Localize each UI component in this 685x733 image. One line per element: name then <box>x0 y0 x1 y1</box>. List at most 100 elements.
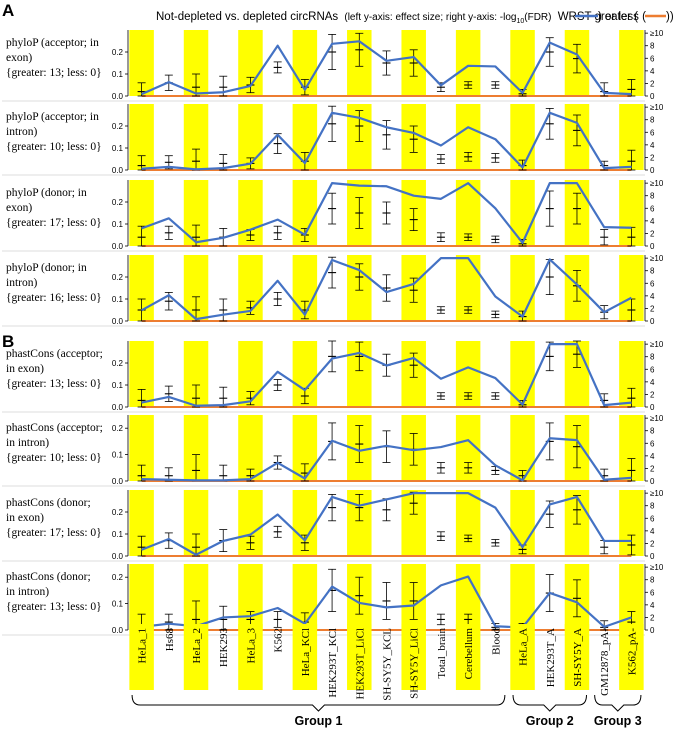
left-tick-label: 0.0 <box>112 403 124 412</box>
group-bracket-group-2 <box>512 694 587 712</box>
left-tick-label: 0.0 <box>112 166 124 175</box>
category-label-blood: Blood <box>490 628 502 655</box>
right-tick-label: 2 <box>650 304 655 313</box>
series-greater-line <box>141 343 632 407</box>
left-tick-label: 0.2 <box>112 508 124 517</box>
plots: 0.0 0.1 0.2 0 2 4 6 8 ≥10 0.0 0.1 0.2 0 2 4 6 8 ≥10 0.0 0.1… <box>2 29 664 636</box>
right-tick-label: 6 <box>650 514 655 523</box>
right-tick-label: 8 <box>650 116 655 125</box>
right-tick-label: 8 <box>650 42 655 51</box>
plot-5: 0.0 0.1 0.2 0 2 4 6 8 ≥10 <box>2 340 664 413</box>
right-tick-label: ≥10 <box>650 489 664 498</box>
category-label-hela-2: HeLa_2 <box>191 628 203 663</box>
right-tick-label: 4 <box>650 292 655 301</box>
right-tick-label: 6 <box>650 588 655 597</box>
right-tick-label: 4 <box>650 452 655 461</box>
category-label-sh-sy5y-licl: SH-SY5Y_LiCl <box>409 628 421 699</box>
category-label-hek293t-a: HEK293T_A <box>545 628 557 687</box>
series-greater-line <box>141 437 632 482</box>
right-tick-label: 4 <box>650 217 655 226</box>
right-tick-label: 8 <box>650 427 655 436</box>
row-label-line: phyloP (acceptor; in <box>6 111 99 123</box>
row-label-line: {greater: 17; less: 0} <box>6 527 102 539</box>
group-label-group-1: Group 1 <box>295 714 343 728</box>
right-tick-label: 0 <box>650 477 655 486</box>
series-greater-line <box>141 575 632 629</box>
category-highlight-hela-1 <box>129 624 154 690</box>
left-tick-label: 0.2 <box>112 359 124 368</box>
series-greater-line <box>141 257 632 321</box>
right-tick-label: 0 <box>650 552 655 561</box>
category-highlight-hela-3 <box>238 624 263 690</box>
category-label-gm12878-pa: GM12878_pA- <box>599 628 611 696</box>
series-greater-line <box>141 182 632 244</box>
category-labels: HeLa_1 Hs68 HeLa_2 HEK293 HeLa_3 K562 HeLa_KCl… <box>129 624 644 701</box>
series-greater-line <box>141 492 632 556</box>
category-label-hela-1: HeLa_1 <box>137 628 149 663</box>
highlight-column-hela-a <box>510 180 535 246</box>
panel-label-b: B <box>2 332 14 351</box>
row-label-line: in intron) <box>6 437 49 449</box>
left-tick-label: 0.1 <box>112 530 124 539</box>
left-tick-label: 0.0 <box>112 317 124 326</box>
category-label-cerebellum: Cerebellum <box>463 628 475 680</box>
left-tick-label: 0.2 <box>112 198 124 207</box>
left-tick-label: 0.0 <box>112 92 124 101</box>
title-main: Not-depleted vs. depleted circRNAs <box>156 11 338 23</box>
panel-label-a: A <box>2 1 14 20</box>
category-label-sh-sy5y-kcl: SH-SY5Y_KCL <box>382 628 394 701</box>
left-tick-label: 0.1 <box>112 451 124 460</box>
left-tick-label: 0.2 <box>112 122 124 131</box>
category-label-hela-3: HeLa_3 <box>245 628 257 664</box>
right-tick-label: 2 <box>650 153 655 162</box>
row-label-line: phastCons (donor; <box>6 571 91 583</box>
right-tick-label: 2 <box>650 464 655 473</box>
left-tick-label: 0.2 <box>112 273 124 282</box>
right-tick-label: ≥10 <box>650 179 664 188</box>
highlight-column-cerebellum <box>455 490 481 556</box>
category-highlight-sh-sy5y-licl <box>401 624 426 690</box>
left-tick-label: 0.1 <box>112 70 124 79</box>
row-labels: phyloP (acceptor; in exon) {greater: 13; l… <box>6 37 103 613</box>
category-label-sh-sy5y-a: SH-SY5Y_A <box>572 628 584 687</box>
category-highlight-k562-pa <box>619 624 644 690</box>
category-label-hek293t-kcl: HEK293T_KCl <box>327 628 339 698</box>
right-tick-label: 4 <box>650 378 655 387</box>
row-label-line: phastCons (acceptor; <box>6 422 103 434</box>
figure-title: Not-depleted vs. depleted circRNAs (left… <box>156 11 638 25</box>
left-tick-label: 0.1 <box>112 295 124 304</box>
right-tick-label: 2 <box>650 539 655 548</box>
title-note2: (FDR) <box>524 12 551 23</box>
highlight-column-hela-a <box>510 30 535 96</box>
right-tick-label: 4 <box>650 141 655 150</box>
left-tick-label: 0.0 <box>112 552 124 561</box>
right-tick-label: ≥10 <box>650 254 664 263</box>
right-tick-label: 6 <box>650 204 655 213</box>
right-tick-label: 4 <box>650 527 655 536</box>
category-label-k562-pa: K562_pA- <box>626 628 638 675</box>
row-label-line: phyloP (donor; in <box>6 187 87 199</box>
category-label-hela-a: HeLa_A <box>518 628 530 666</box>
right-tick-label: 2 <box>650 613 655 622</box>
group-bracket-group-1 <box>131 694 506 712</box>
group-brackets: Group 1 Group 2 Group 3 <box>131 694 642 728</box>
right-tick-label: 6 <box>650 128 655 137</box>
highlight-column-hela-a <box>510 564 535 630</box>
row-label-line: {greater: 10; less: 0} <box>6 141 102 153</box>
row-label-line: phastCons (acceptor; <box>6 348 103 360</box>
right-tick-label: 6 <box>650 439 655 448</box>
right-tick-label: 8 <box>650 267 655 276</box>
row-label-line: in exon) <box>6 512 44 524</box>
category-highlight-sh-sy5y-a <box>564 624 590 690</box>
right-tick-label: ≥10 <box>650 29 664 38</box>
left-tick-label: 0.1 <box>112 381 124 390</box>
right-tick-label: 0 <box>650 242 655 251</box>
row-label-line: {greater: 16; less: 0} <box>6 292 102 304</box>
left-tick-label: 0.2 <box>112 424 124 433</box>
category-highlight-hela-kcl <box>292 624 318 690</box>
series-greater-line <box>141 111 632 171</box>
right-tick-label: ≥10 <box>650 103 664 112</box>
right-tick-label: 6 <box>650 279 655 288</box>
row-label-line: intron) <box>6 126 37 138</box>
legend-end-text: )) <box>666 11 674 23</box>
